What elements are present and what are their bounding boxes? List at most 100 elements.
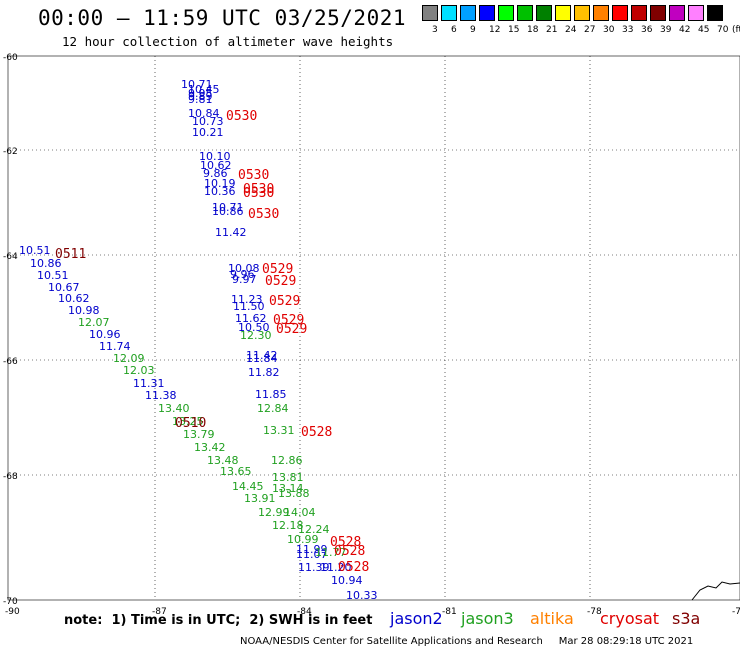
- wave-height-value: 14.45: [232, 480, 264, 493]
- legend-swatch: [593, 5, 609, 21]
- map-subtitle: 12 hour collection of altimeter wave hei…: [62, 34, 394, 49]
- footer-note: note: 1) Time is in UTC; 2) SWH is in fe…: [64, 613, 373, 628]
- wave-height-value: 10.08: [228, 262, 260, 275]
- wave-height-value: 11.39: [298, 561, 330, 574]
- wave-height-value: 12.84: [257, 402, 289, 415]
- wave-height-value: 10.19: [204, 177, 236, 190]
- wave-height-value: 10.62: [58, 292, 90, 305]
- pass-time-label: 0511: [55, 247, 86, 262]
- latitude-label: -66: [3, 357, 18, 367]
- wave-height-value: 13.91: [244, 492, 276, 505]
- wave-height-value: 10.73: [192, 115, 224, 128]
- wave-height-value: 13.40: [158, 402, 190, 415]
- legend-tick-label: 15: [508, 25, 520, 35]
- legend-tick-label: 39: [660, 25, 672, 35]
- wave-height-value: 10.10: [199, 150, 231, 163]
- wave-height-value: 9.96: [230, 268, 255, 281]
- legend-tick-label: 21: [546, 25, 558, 35]
- coastline: [691, 581, 740, 601]
- wave-height-value: 9.95: [188, 87, 213, 100]
- legend-swatch: [612, 5, 628, 21]
- legend-tick-label: 70: [717, 25, 729, 35]
- wave-height-value: 10.50: [238, 321, 270, 334]
- wave-height-value: 12.99: [258, 506, 290, 519]
- longitude-label: -75: [732, 607, 740, 617]
- wave-height-value: 13.79: [183, 428, 215, 441]
- wave-height-value: 10.67: [48, 281, 80, 294]
- wave-height-value: 10.71: [181, 78, 213, 91]
- latitude-label: -70: [3, 597, 18, 607]
- wave-height-value: 10.21: [192, 126, 224, 139]
- pass-time-label: 0528: [334, 544, 365, 559]
- legend-tick-label: 3: [432, 25, 438, 35]
- pass-time-label: 0528: [338, 560, 369, 575]
- wave-height-value: 11.42: [246, 349, 278, 362]
- legend-tick-label: 9: [470, 25, 476, 35]
- legend-tick-label: 36: [641, 25, 653, 35]
- legend-swatch: [688, 5, 704, 21]
- wave-height-value: 12.18: [272, 519, 304, 532]
- legend-swatch: [460, 5, 476, 21]
- longitude-label: -81: [442, 607, 457, 617]
- wave-height-value: 9.97: [232, 273, 257, 286]
- wave-height-value: 11.84: [246, 352, 278, 365]
- legend-swatch: [631, 5, 647, 21]
- pass-time-label: 0530: [243, 186, 274, 201]
- latitude-label: -62: [3, 147, 18, 157]
- legend-tick-label: 12: [489, 25, 501, 35]
- latitude-label: -68: [3, 472, 18, 482]
- wave-height-value: 10.96: [89, 328, 121, 341]
- wave-height-value: 11.38: [145, 389, 177, 402]
- legend-swatch: [574, 5, 590, 21]
- wave-height-value: 12.07: [78, 316, 110, 329]
- legend-tick-label: 6: [451, 25, 457, 35]
- wave-height-value: 10.84: [188, 107, 220, 120]
- wave-height-value: 11.82: [248, 366, 280, 379]
- legend-tick-label: 24: [565, 25, 577, 35]
- wave-height-value: 13.42: [194, 441, 226, 454]
- wave-height-value: 10.94: [331, 574, 363, 587]
- pass-time-label: 0529: [276, 322, 307, 337]
- wave-height-value: 13.81: [272, 471, 304, 484]
- longitude-label: -87: [152, 607, 167, 617]
- legend-tick-label: 30: [603, 25, 615, 35]
- wave-height-value: 11.74: [99, 340, 131, 353]
- wave-height-value: 9.89: [188, 90, 213, 103]
- wave-height-value: 13.14: [272, 482, 304, 495]
- pass-time-label: 0529: [273, 313, 304, 328]
- legend-swatch: [517, 5, 533, 21]
- satellite-name-jason2: jason2: [390, 609, 443, 628]
- satellite-name-cryosat: cryosat: [600, 609, 660, 628]
- pass-time-label: 0529: [265, 274, 296, 289]
- wave-height-value: 10.71: [212, 201, 244, 214]
- pass-time-label: 0528: [301, 425, 332, 440]
- longitude-label: -78: [587, 607, 602, 617]
- legend-tick-label: 42: [679, 25, 691, 35]
- wave-height-value: 12.86: [271, 454, 303, 467]
- wave-height-value: 10.51: [37, 269, 69, 282]
- pass-time-label: 0530: [226, 109, 257, 124]
- longitude-label: -84: [297, 607, 312, 617]
- satellite-name-altika: altika: [530, 609, 574, 628]
- legend-swatch: [498, 5, 514, 21]
- wave-height-value: 13.25: [172, 415, 204, 428]
- latitude-label: -64: [3, 252, 18, 262]
- wave-height-value: 12.24: [298, 523, 330, 536]
- legend-swatch: [555, 5, 571, 21]
- legend-unit-label: (ft): [732, 25, 740, 35]
- wave-height-value: 11.50: [233, 300, 265, 313]
- wave-height-value: 11.31: [133, 377, 165, 390]
- pass-time-label: 0530: [248, 207, 279, 222]
- wave-height-value: 11.85: [255, 388, 287, 401]
- wave-height-value: 10.99: [287, 533, 319, 546]
- wave-height-value: 12.03: [123, 364, 155, 377]
- wave-height-value: 13.31: [263, 424, 295, 437]
- wave-height-value: 10.36: [204, 185, 236, 198]
- satellite-name-jason3: jason3: [461, 609, 514, 628]
- wave-height-value: 13.65: [220, 465, 252, 478]
- wave-height-value: 13.48: [207, 454, 239, 467]
- legend-tick-label: 18: [527, 25, 539, 35]
- wave-height-value: 9.81: [188, 93, 213, 106]
- legend-swatch: [707, 5, 723, 21]
